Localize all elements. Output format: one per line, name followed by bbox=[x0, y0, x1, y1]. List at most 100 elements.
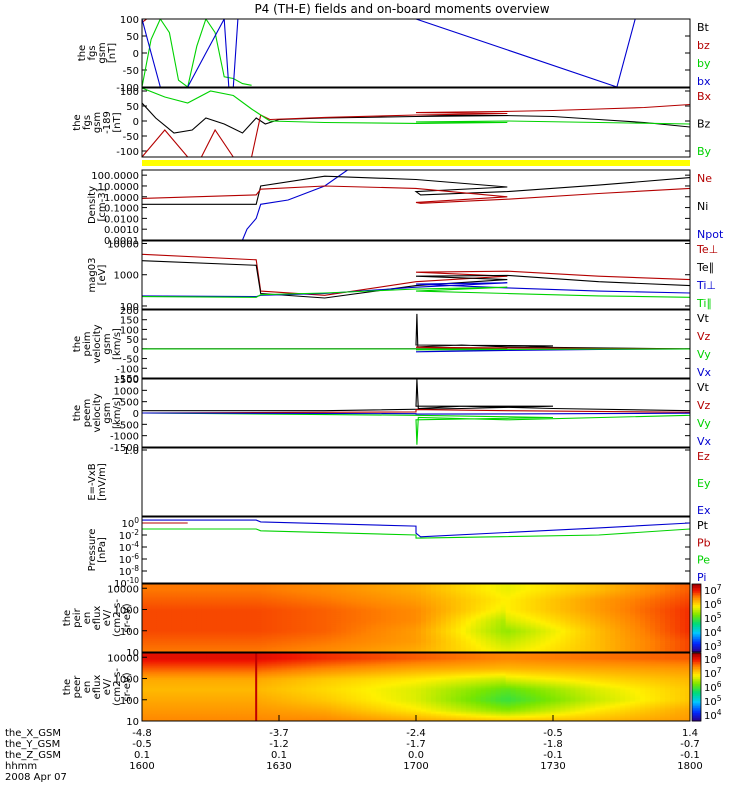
spectrogram-cell bbox=[296, 632, 303, 635]
spectrogram-cell bbox=[241, 711, 248, 714]
spectrogram-cell bbox=[246, 695, 253, 698]
spectrogram-cell bbox=[146, 590, 153, 593]
legend-entry: Pt bbox=[697, 519, 709, 532]
spectrogram-cell bbox=[161, 592, 168, 595]
spectrogram-cell bbox=[271, 701, 278, 704]
spectrogram-cell bbox=[625, 586, 631, 589]
spectrogram-cell bbox=[625, 584, 631, 587]
spectrogram-cell bbox=[440, 646, 447, 649]
spectrogram-cell bbox=[331, 618, 337, 621]
spectrogram-cell bbox=[211, 606, 218, 609]
spectrogram-cell bbox=[186, 665, 193, 668]
spectrogram-cell bbox=[406, 636, 412, 639]
spectrogram-cell bbox=[635, 584, 641, 587]
spectrogram-cell bbox=[196, 604, 203, 607]
spectrogram-cell bbox=[530, 636, 537, 639]
spectrogram-cell bbox=[276, 657, 283, 660]
spectrogram-cell bbox=[201, 663, 208, 666]
spectrogram-cell bbox=[326, 642, 332, 645]
spectrogram-cell bbox=[550, 596, 557, 599]
spectrogram-cell bbox=[460, 646, 467, 649]
spectrogram-cell bbox=[256, 634, 263, 637]
spectrogram-cell bbox=[685, 638, 690, 641]
spectrogram-cell bbox=[346, 600, 352, 603]
spectrogram-cell bbox=[142, 669, 148, 672]
spectrogram-cell bbox=[510, 586, 517, 589]
spectrogram-cell bbox=[600, 596, 606, 599]
spectrogram-cell bbox=[251, 610, 258, 613]
spectrogram-cell bbox=[211, 592, 218, 595]
spectrogram-cell bbox=[510, 650, 517, 652]
spectrogram-cell bbox=[495, 584, 502, 587]
spectrogram-cell bbox=[321, 584, 327, 587]
spectrogram-cell bbox=[610, 648, 616, 651]
spectrogram-cell bbox=[595, 596, 601, 599]
spectrogram-cell bbox=[286, 598, 293, 601]
spectrogram-cell bbox=[166, 630, 173, 633]
spectrogram-cell bbox=[246, 687, 253, 690]
spectrogram-cell bbox=[256, 594, 263, 597]
spectrogram-cell bbox=[455, 602, 462, 605]
spectrogram-cell bbox=[520, 602, 527, 605]
spectrogram-cell bbox=[650, 586, 656, 589]
spectrogram-cell bbox=[356, 600, 362, 603]
spectrogram-cell bbox=[540, 650, 547, 652]
spectrogram-cell bbox=[226, 612, 233, 615]
spectrogram-cell bbox=[565, 616, 572, 619]
spectrogram-cell bbox=[176, 632, 183, 635]
spectrogram-cell bbox=[196, 665, 203, 668]
spectrogram-cell bbox=[376, 636, 382, 639]
spectrogram-cell bbox=[361, 590, 367, 593]
spectrogram-cell bbox=[425, 616, 432, 619]
spectrogram-cell bbox=[176, 711, 183, 714]
figure-title: P4 (TH-E) fields and on-board moments ov… bbox=[254, 2, 549, 16]
spectrogram-cell bbox=[575, 586, 581, 589]
spectrogram-cell bbox=[545, 600, 552, 603]
spectrogram-cell bbox=[371, 610, 377, 613]
spectrogram-cell bbox=[490, 606, 497, 609]
series-bx bbox=[142, 103, 690, 157]
spectrogram-cell bbox=[555, 638, 562, 641]
spectrogram-cell bbox=[216, 620, 223, 623]
spectrogram-cell bbox=[151, 671, 158, 674]
spectrogram-cell bbox=[505, 610, 512, 613]
spectrogram-cell bbox=[291, 632, 298, 635]
spectrogram-cell bbox=[311, 584, 317, 587]
spectrogram-cell bbox=[161, 685, 168, 688]
spectrogram-cell bbox=[620, 620, 626, 623]
spectrogram-cell bbox=[241, 626, 248, 629]
spectrogram-cell bbox=[630, 598, 636, 601]
spectrogram-cell bbox=[186, 695, 193, 698]
spectrogram-cell bbox=[485, 636, 492, 639]
spectrogram-cell bbox=[425, 650, 432, 652]
spectrogram-cell bbox=[361, 598, 367, 601]
spectrogram-cell bbox=[425, 638, 432, 641]
spectrogram-cell bbox=[341, 646, 347, 649]
spectrogram-cell bbox=[396, 630, 402, 633]
spectrogram-cell bbox=[176, 677, 183, 680]
spectrogram-cell bbox=[146, 663, 153, 666]
spectrogram-cell bbox=[256, 644, 263, 647]
spectrogram-cell bbox=[490, 646, 497, 649]
spectrogram-cell bbox=[236, 588, 243, 591]
spectrogram-cell bbox=[455, 626, 462, 629]
spectrogram-cell bbox=[565, 640, 572, 643]
spectrogram-cell bbox=[655, 636, 661, 639]
spectrogram-cell bbox=[296, 612, 303, 615]
spectrogram-cell bbox=[435, 650, 442, 652]
spectrogram-cell bbox=[166, 679, 173, 682]
spectrogram-cell bbox=[321, 636, 327, 639]
spectrogram-cell bbox=[201, 614, 208, 617]
spectrogram-cell bbox=[261, 697, 268, 700]
spectrogram-cell bbox=[161, 648, 168, 651]
spectrogram-cell bbox=[356, 642, 362, 645]
spectrogram-cell bbox=[460, 642, 467, 645]
spectrogram-cell bbox=[316, 584, 322, 587]
spectrogram-cell bbox=[480, 608, 487, 611]
spectrogram-cell bbox=[146, 650, 153, 652]
spectrogram-cell bbox=[211, 634, 218, 637]
spectrogram-cell bbox=[216, 650, 223, 652]
spectrogram-cell bbox=[146, 703, 153, 706]
spectrogram-cell bbox=[206, 663, 213, 666]
spectrogram-cell bbox=[520, 630, 527, 633]
